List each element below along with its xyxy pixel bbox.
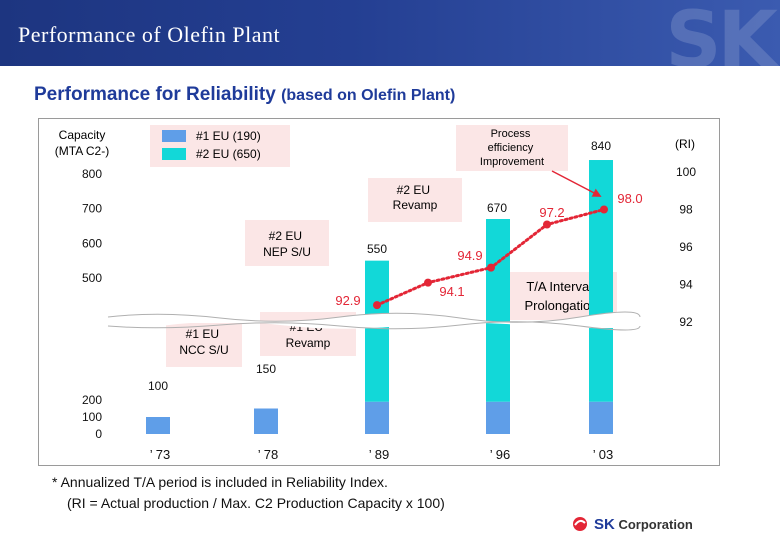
ri-point-3 xyxy=(543,220,551,229)
ri-point-2 xyxy=(487,263,495,272)
bar-eu2-4 xyxy=(589,160,613,402)
logo-brand: SK xyxy=(594,516,615,533)
bar-series xyxy=(146,160,613,434)
footnote-line-2: (RI = Actual production / Max. C2 Produc… xyxy=(67,495,445,511)
category-label-3: ’ 96 xyxy=(490,447,510,462)
capacity-label-4: 840 xyxy=(591,139,611,153)
axis-break-edge-bottom xyxy=(107,321,641,331)
ri-label-2: 94.9 xyxy=(457,248,482,263)
legend-label-eu1: #1 EU (190) xyxy=(196,129,261,143)
ri-tick-3: 98 xyxy=(679,203,693,217)
capacity-tick-5: 700 xyxy=(82,202,102,216)
annotation-box-eu2-revamp xyxy=(368,178,462,222)
category-label-0: ’ 73 xyxy=(150,447,170,462)
category-label-1: ’ 78 xyxy=(258,447,278,462)
ri-tick-1: 94 xyxy=(679,278,693,292)
ri-point-1 xyxy=(424,278,432,287)
ri-point-4 xyxy=(600,205,608,214)
ri-axis-ticks: 92 94 96 98 100 xyxy=(676,165,696,329)
annotation-box-process xyxy=(456,125,568,171)
legend: #1 EU (190) #2 EU (650) xyxy=(150,125,290,167)
axis-break-band xyxy=(107,311,641,331)
annotation-process: Process efficiency Improvement xyxy=(480,128,544,168)
capacity-tick-1: 100 xyxy=(82,410,102,424)
bar-eu2-3 xyxy=(486,219,510,402)
logo-corporation: Corporation xyxy=(618,517,693,532)
legend-swatch-eu2 xyxy=(162,148,186,160)
capacity-label-3: 670 xyxy=(487,201,507,215)
capacity-label-0: 100 xyxy=(148,379,168,393)
bar-eu1-0 xyxy=(146,417,170,434)
company-logo: SK Corporation xyxy=(572,514,702,536)
ri-tick-2: 96 xyxy=(679,240,693,254)
footnote-line-1: * Annualized T/A period is included in R… xyxy=(52,474,388,490)
bar-eu1-3 xyxy=(486,401,510,434)
title-banner: Performance of Olefin Plant SK xyxy=(0,0,780,66)
annotation-box-eu1-ncc xyxy=(166,323,242,367)
subtitle-main: Performance for Reliability xyxy=(34,84,276,105)
process-arrow xyxy=(551,170,602,197)
capacity-axis-title-1: Capacity xyxy=(59,128,106,142)
legend-label-eu2: #2 EU (650) xyxy=(196,147,261,161)
category-labels: ’ 73 ’ 78 ’ 89 ’ 96 ’ 03 xyxy=(150,447,613,462)
capacity-label-1: 150 xyxy=(256,362,276,376)
page-title: Performance of Olefin Plant xyxy=(18,22,281,47)
ri-tick-0: 92 xyxy=(679,315,693,329)
subtitle-note: (based on Olefin Plant) xyxy=(281,87,456,104)
sk-watermark-logo: SK xyxy=(665,0,778,66)
axis-break-gap xyxy=(107,312,640,330)
annotation-eu2-revamp: #2 EU Revamp xyxy=(393,183,438,212)
bar-value-labels: 100 150 550 670 840 xyxy=(148,139,611,393)
annotation-eu2-nep: #2 EU NEP S/U xyxy=(263,229,311,259)
capacity-tick-2: 200 xyxy=(82,393,102,407)
capacity-tick-0: 0 xyxy=(95,427,102,441)
bar-eu1-2 xyxy=(365,401,389,434)
ri-axis-title: (RI) xyxy=(675,137,695,151)
ri-label-1: 94.1 xyxy=(439,284,464,299)
capacity-tick-3: 500 xyxy=(82,271,102,285)
ri-point-0 xyxy=(373,301,381,310)
annotation-box-eu2-nep xyxy=(245,220,329,266)
category-label-4: ’ 03 xyxy=(593,447,613,462)
ri-label-0: 92.9 xyxy=(335,293,360,308)
annotation-ta: T/A Interval Prolongation xyxy=(525,279,598,313)
category-label-2: ’ 89 xyxy=(369,447,389,462)
ri-label-3: 97.2 xyxy=(539,205,564,220)
chart-subtitle: Performance for Reliability (based on Ol… xyxy=(34,84,455,106)
ri-tick-4: 100 xyxy=(676,165,696,179)
capacity-label-2: 550 xyxy=(367,242,387,256)
capacity-tick-6: 800 xyxy=(82,167,102,181)
bar-eu1-4 xyxy=(589,401,613,434)
logo-text: SK Corporation xyxy=(594,516,693,533)
capacity-tick-4: 600 xyxy=(82,236,102,250)
axis-break-edge-top xyxy=(107,311,641,323)
capacity-axis-title-2: (MTA C2-) xyxy=(55,144,109,158)
annotation-eu1-ncc: #1 EU NCC S/U xyxy=(179,327,228,357)
bar-eu1-1 xyxy=(254,408,278,434)
bar-eu2-2 xyxy=(365,260,389,402)
ri-label-4: 98.0 xyxy=(617,191,642,206)
sk-logo-icon xyxy=(573,517,587,531)
legend-swatch-eu1 xyxy=(162,130,186,142)
ri-line-series: 92.9 94.1 94.9 97.2 98.0 xyxy=(335,170,643,310)
capacity-axis-ticks: 0 100 200 500 600 700 800 xyxy=(82,167,102,441)
